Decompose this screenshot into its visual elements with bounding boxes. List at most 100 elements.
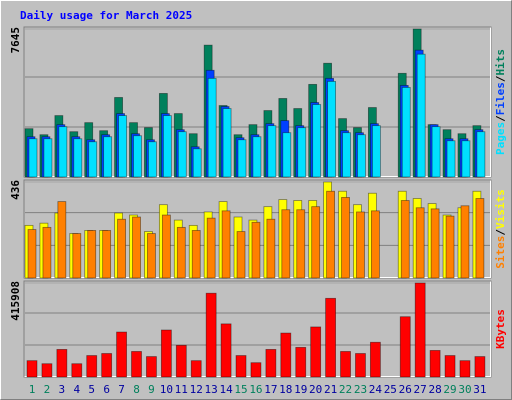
bar <box>26 360 38 378</box>
x-tick-label: 22 <box>339 383 352 396</box>
bar <box>459 360 471 378</box>
x-tick-label: 7 <box>118 383 125 396</box>
x-tick-label: 17 <box>264 383 277 396</box>
legend-entry: Visits <box>494 189 507 229</box>
legend: Pages/Files/Hits <box>494 49 507 155</box>
bar <box>118 115 127 178</box>
bar <box>131 351 142 378</box>
x-tick-label: 27 <box>414 383 427 396</box>
bar <box>310 326 322 378</box>
bar <box>415 207 425 279</box>
bar <box>160 329 172 378</box>
x-tick-label: 23 <box>354 383 367 396</box>
bar <box>369 341 381 378</box>
bar <box>101 353 113 378</box>
bar <box>87 230 97 279</box>
bar <box>222 108 232 178</box>
bar <box>431 126 441 178</box>
x-tick-label: 24 <box>369 383 383 396</box>
bar <box>220 323 232 378</box>
x-tick-label: 18 <box>279 383 292 396</box>
bar <box>429 350 441 378</box>
bar <box>191 230 201 279</box>
legend-entry: Sites <box>494 236 507 269</box>
x-tick-label: 2 <box>44 383 51 396</box>
x-tick-label: 26 <box>399 383 412 396</box>
legend-separator: / <box>494 75 507 82</box>
legend: KBytes <box>494 309 507 349</box>
bar <box>460 205 470 279</box>
bar <box>265 349 277 378</box>
x-tick-label: 31 <box>473 383 486 396</box>
bar <box>27 229 37 279</box>
y-tick-label: 436 <box>9 180 22 200</box>
bar <box>86 355 98 378</box>
x-tick-label: 15 <box>234 383 247 396</box>
bar <box>147 233 156 279</box>
x-tick-label: 16 <box>249 383 262 396</box>
bar <box>357 134 366 178</box>
bar <box>56 349 68 378</box>
bar <box>282 132 292 178</box>
bar <box>371 125 381 178</box>
bar <box>414 282 426 378</box>
bar <box>41 363 53 378</box>
bar <box>476 131 486 178</box>
bar <box>250 362 262 378</box>
bar <box>355 353 366 378</box>
bar <box>444 355 456 378</box>
legend-separator: / <box>494 229 507 236</box>
legend-entry: Hits <box>494 49 507 76</box>
bar <box>146 356 157 378</box>
legend-separator: / <box>494 115 507 122</box>
x-tick-label: 4 <box>73 383 80 396</box>
bar <box>102 230 112 279</box>
bar <box>207 77 217 178</box>
bar <box>236 231 246 279</box>
bar <box>88 141 98 178</box>
bar <box>342 132 351 178</box>
bar <box>281 209 291 279</box>
y-tick-label: 7645 <box>9 27 22 54</box>
bar <box>312 104 322 178</box>
bar <box>72 233 82 279</box>
bar <box>190 360 202 378</box>
legend-entry: KBytes <box>494 309 507 349</box>
x-tick-label: 9 <box>148 383 155 396</box>
legend-entry: Pages <box>494 122 507 155</box>
bar <box>43 138 53 178</box>
x-tick-label: 3 <box>59 383 66 396</box>
bar <box>266 218 276 279</box>
bar <box>221 210 231 279</box>
bar <box>252 136 262 178</box>
bar <box>297 127 307 178</box>
bar <box>399 316 411 378</box>
bar <box>237 139 247 178</box>
bar <box>370 210 380 279</box>
x-tick-label: 20 <box>309 383 322 396</box>
bar <box>296 209 306 279</box>
bar <box>71 363 83 378</box>
bar <box>176 226 186 279</box>
x-tick-label: 19 <box>294 383 307 396</box>
bar <box>133 135 142 178</box>
x-tick-label: 5 <box>88 383 95 396</box>
x-tick-label: 28 <box>428 383 441 396</box>
x-tick-label: 13 <box>205 383 218 396</box>
bar <box>327 80 337 178</box>
bar <box>57 201 67 279</box>
bar <box>295 346 307 378</box>
y-tick-label: 415908 <box>9 281 22 321</box>
bar <box>148 141 157 178</box>
bar <box>28 138 38 178</box>
bar <box>58 126 68 178</box>
bar <box>475 198 485 279</box>
bar <box>161 214 171 279</box>
bar <box>162 115 172 178</box>
bar <box>192 148 202 178</box>
x-tick-label: 14 <box>219 383 233 396</box>
legend-entry: Files <box>494 82 507 115</box>
bar <box>311 206 321 279</box>
